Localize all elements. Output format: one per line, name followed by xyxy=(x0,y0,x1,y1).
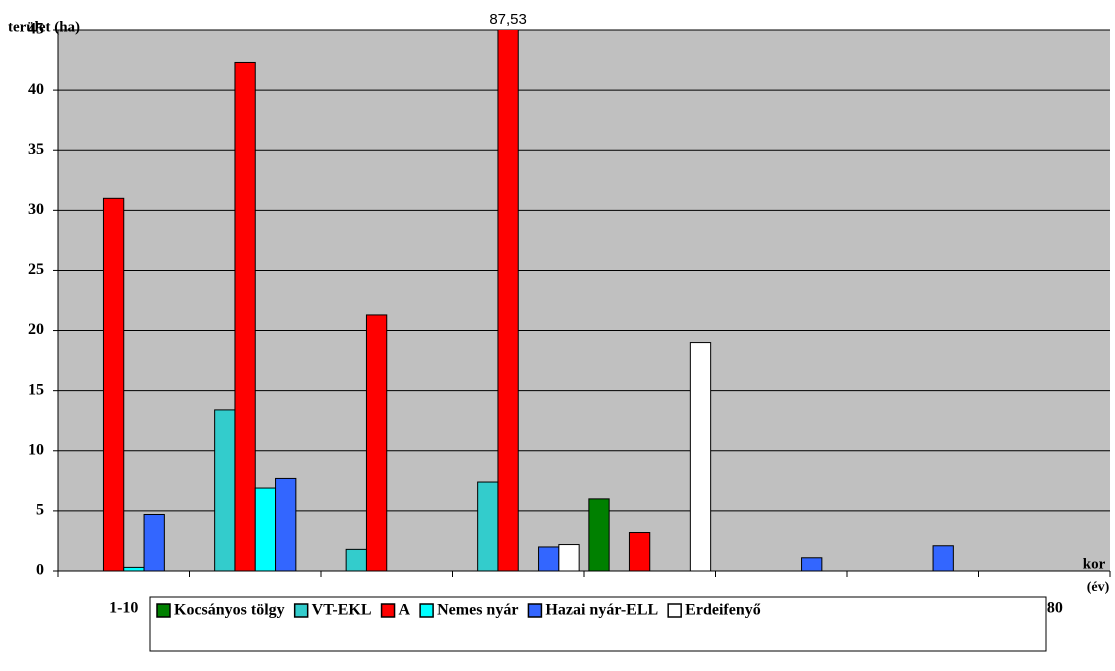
y-tick-label: 35 xyxy=(28,141,44,158)
y-tick-label: 45 xyxy=(28,21,44,38)
bar xyxy=(123,566,145,571)
bar xyxy=(254,487,277,571)
y-axis-title: terület (ha) xyxy=(8,19,80,35)
legend-swatch xyxy=(156,603,171,618)
bar xyxy=(558,544,580,571)
bar xyxy=(628,532,651,571)
bar xyxy=(588,498,610,571)
bar xyxy=(932,545,954,571)
bar xyxy=(538,546,560,571)
x-tick-label: 1-10 xyxy=(109,600,138,617)
x-axis-title: kor xyxy=(1083,556,1106,572)
y-tick-label: 15 xyxy=(28,381,44,398)
legend-swatch xyxy=(527,603,543,618)
y-tick-label: 5 xyxy=(36,502,44,519)
legend-label: Hazai nyár-ELL xyxy=(545,602,658,619)
bar xyxy=(345,548,367,571)
bar xyxy=(365,314,388,571)
bar xyxy=(214,409,236,571)
bar xyxy=(477,481,499,571)
legend-swatch xyxy=(419,603,434,618)
legend-swatch xyxy=(380,603,396,618)
bar xyxy=(143,513,165,571)
value-label: 87,53 xyxy=(489,11,527,28)
bar xyxy=(801,557,823,571)
y-tick-label: 10 xyxy=(28,441,44,458)
legend-label: A xyxy=(399,602,411,619)
bar xyxy=(234,61,256,571)
bar xyxy=(689,342,712,571)
bar xyxy=(275,477,297,571)
y-tick-label: 25 xyxy=(28,261,44,278)
bar xyxy=(102,197,125,571)
x-axis-title: (év) xyxy=(1087,580,1110,595)
bars xyxy=(102,30,954,571)
legend-label: Nemes nyár xyxy=(437,602,518,619)
legend-label: VT-EKL xyxy=(312,602,372,619)
y-tick-label: 0 xyxy=(36,562,44,579)
legend-label: Erdeifenyő xyxy=(685,602,761,619)
y-tick-label: 20 xyxy=(28,321,44,338)
legend-swatch xyxy=(293,603,309,618)
y-tick-label: 40 xyxy=(28,81,44,98)
legend-label: Kocsányos tölgy xyxy=(174,602,285,619)
legend-swatch xyxy=(667,603,682,618)
y-tick-label: 30 xyxy=(28,201,44,218)
bar xyxy=(497,30,519,571)
